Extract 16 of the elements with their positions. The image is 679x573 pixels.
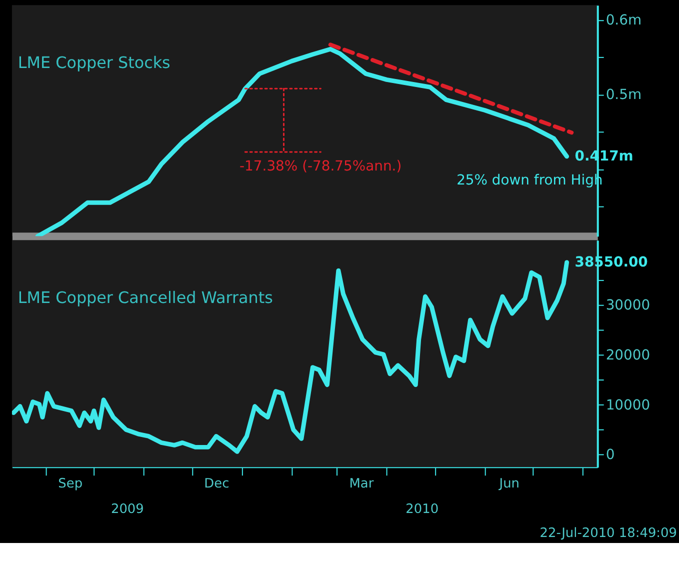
text: 2009 <box>110 502 144 517</box>
y-tick-label: 0.5m <box>606 87 642 104</box>
x-tick-label: Mar <box>349 476 374 492</box>
y-tick-label: 0.6m <box>606 12 642 29</box>
x-tick-label: Sep <box>58 476 83 492</box>
text: 2010 <box>406 502 439 517</box>
text: LME Copper Stocks <box>18 52 170 72</box>
y-tick-label: 30000 <box>606 297 650 314</box>
y-tick-label: 20000 <box>606 347 650 364</box>
text: LME Copper Cancelled Warrants <box>18 288 273 307</box>
y-tick-label: 0 <box>606 447 615 464</box>
text: 22-Jul-2010 18:49:09 <box>540 526 678 541</box>
x-tick-label: Dec <box>204 476 230 492</box>
annotation: -17.38% (-78.75%ann.) <box>240 158 402 174</box>
y-tick-label: 10000 <box>606 397 650 414</box>
x-tick-label: Jun <box>498 476 520 492</box>
